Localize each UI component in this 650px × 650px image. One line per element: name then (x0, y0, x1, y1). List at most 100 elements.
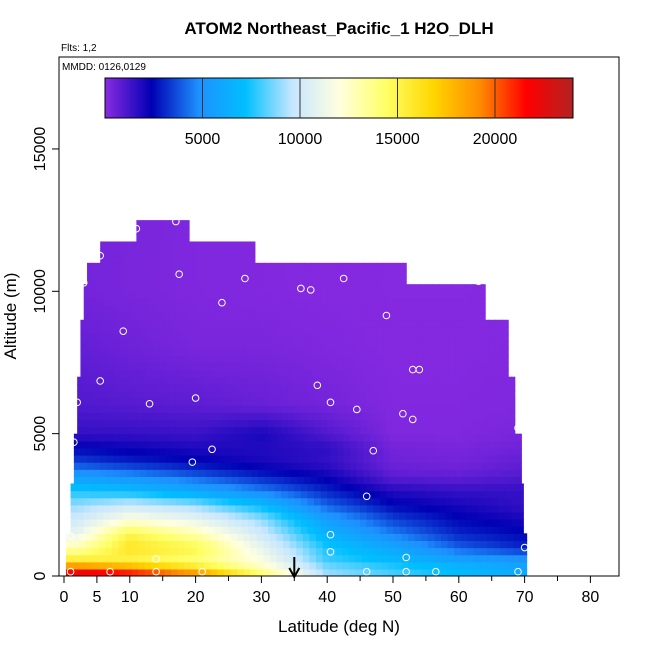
heatmap-cell (408, 540, 416, 549)
heatmap-cell (304, 262, 312, 271)
heatmap-cell (215, 383, 223, 392)
heatmap-cell (389, 341, 397, 349)
heatmap-cell (215, 511, 223, 520)
heatmap-cell (189, 284, 197, 292)
heatmap-cell (314, 526, 322, 534)
heatmap-cell (152, 262, 161, 271)
heatmap-cell (241, 526, 249, 534)
heatmap-cell (276, 533, 284, 542)
heatmap-cell (386, 412, 394, 421)
heatmap-cell (348, 554, 357, 563)
heatmap-cell (192, 241, 200, 250)
heatmap-cell (439, 305, 447, 314)
heatmap-cell (142, 497, 151, 506)
heatmap-cell (98, 561, 107, 570)
heatmap-cell (508, 433, 516, 442)
heatmap-cell (343, 355, 351, 364)
heatmap-cell (362, 540, 370, 549)
heatmap-cell (228, 504, 236, 513)
heatmap-cell (125, 533, 133, 542)
heatmap-cell (277, 348, 286, 356)
heatmap-cell (142, 227, 151, 235)
heatmap-cell (402, 269, 407, 278)
heatmap-cell (149, 511, 157, 520)
heatmap-cell (218, 319, 226, 328)
heatmap-cell (421, 554, 429, 563)
sample-point (431, 567, 440, 576)
heatmap-cell (244, 255, 253, 264)
heatmap-cell (169, 227, 177, 235)
heatmap-cell (462, 369, 470, 378)
heatmap-cell (294, 312, 302, 321)
heatmap-cell (261, 511, 269, 520)
heatmap-cell (294, 405, 302, 413)
heatmap-cell (393, 284, 401, 292)
heatmap-cell (142, 419, 151, 428)
heatmap-cell (368, 540, 376, 549)
heatmap-cell (182, 284, 190, 292)
heatmap-cell (126, 269, 134, 278)
heatmap-cell (323, 341, 332, 349)
heatmap-cell (277, 476, 286, 485)
heatmap-cell (287, 519, 295, 527)
heatmap-cell (142, 390, 151, 399)
heatmap-cell (508, 469, 516, 477)
heatmap-cell (139, 476, 147, 485)
heatmap-cell (277, 433, 286, 442)
heatmap-cell (231, 447, 239, 456)
heatmap-cell (448, 355, 457, 364)
heatmap-cell (465, 419, 473, 428)
heatmap-cell (277, 455, 286, 463)
heatmap-cell (452, 526, 460, 534)
heatmap-cell (353, 497, 361, 506)
heatmap-cell (379, 376, 388, 385)
heatmap-cell (435, 469, 443, 477)
heatmap-cell (277, 319, 286, 328)
heatmap-cell (152, 277, 161, 285)
heatmap-cell (228, 284, 236, 292)
heatmap-cell (119, 262, 128, 271)
heatmap-cell (116, 483, 124, 492)
heatmap-cell (251, 248, 256, 257)
heatmap-cell (103, 312, 111, 321)
heatmap-cell (487, 533, 495, 542)
heatmap-cell (360, 383, 368, 392)
heatmap-cell (291, 326, 299, 335)
heatmap-cell (96, 504, 105, 513)
heatmap-cell (205, 355, 213, 364)
heatmap-cell (198, 248, 207, 257)
heatmap-cell (427, 568, 436, 576)
heatmap-cell (131, 533, 139, 542)
heatmap-cell (254, 490, 262, 499)
heatmap-cell (98, 568, 107, 576)
heatmap-cell (87, 269, 95, 278)
heatmap-cell (425, 390, 434, 399)
heatmap-cell (475, 355, 483, 364)
heatmap-cell (320, 305, 328, 314)
heatmap-cell (182, 398, 190, 406)
heatmap-cell (383, 455, 391, 463)
heatmap-cell (267, 504, 276, 513)
heatmap-cell (90, 383, 98, 392)
heatmap-cell (146, 462, 154, 470)
heatmap-cell (300, 376, 309, 385)
heatmap-cell (297, 362, 305, 371)
heatmap-cell (77, 497, 85, 506)
heatmap-cell (96, 298, 105, 307)
heatmap-cell (294, 504, 302, 513)
heatmap-cell (478, 426, 486, 435)
heatmap-cell (251, 334, 259, 342)
heatmap-cell (389, 455, 397, 463)
heatmap-cell (323, 319, 332, 328)
heatmap-cell (243, 568, 251, 576)
heatmap-cell (87, 362, 95, 371)
sample-point (83, 251, 91, 260)
heatmap-cell (205, 269, 213, 278)
heatmap-cell (366, 412, 374, 421)
heatmap-cell (221, 526, 230, 534)
heatmap-cell (506, 568, 515, 576)
heatmap-cell (235, 497, 243, 506)
heatmap-cell (142, 511, 151, 520)
heatmap-cell (317, 433, 325, 442)
heatmap-cell (251, 476, 259, 485)
